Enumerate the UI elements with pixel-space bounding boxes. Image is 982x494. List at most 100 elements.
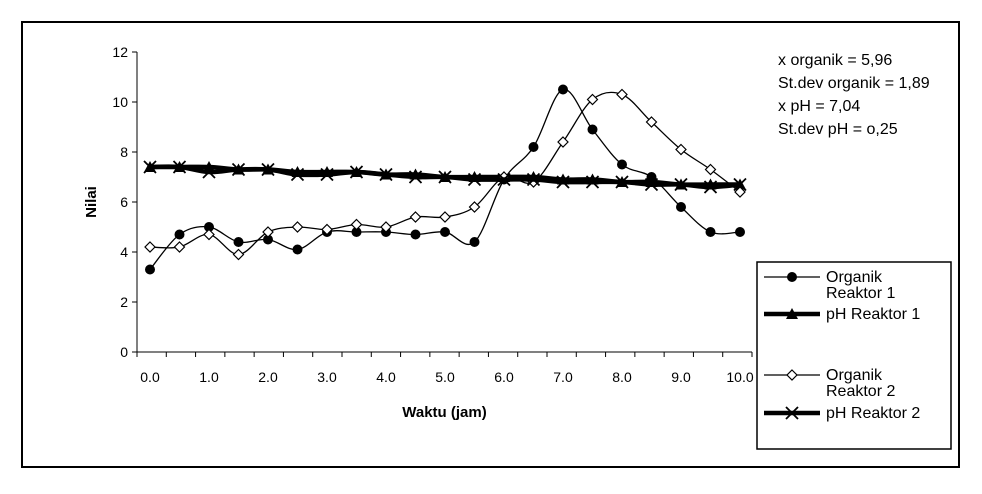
stat-annotation: x organik = 5,96 [778,52,892,69]
x-tick-label: 7.0 [553,369,573,385]
stat-annotation: St.dev organik = 1,89 [778,75,930,92]
data-point [469,237,480,247]
data-point [468,201,481,213]
x-tick-label: 2.0 [258,369,278,385]
data-point [231,162,246,177]
legend-label: Organik [826,367,883,384]
data-point [674,177,688,192]
x-tick-label: 9.0 [671,369,691,385]
y-tick-label: 10 [112,94,128,110]
data-point [202,165,216,179]
data-point [379,167,393,182]
y-tick-label: 6 [120,194,128,210]
data-point [204,222,214,232]
y-tick-label: 4 [120,244,128,260]
y-tick-label: 0 [120,344,128,360]
legend-item: pH Reaktor 1 [764,306,920,323]
legend-label: Reaktor 1 [826,285,895,302]
data-point [733,177,747,192]
x-tick-label: 8.0 [612,369,632,385]
data-point [172,160,187,174]
data-point [467,172,482,187]
data-point [438,170,452,184]
data-point [586,93,599,106]
data-point [705,227,716,237]
data-point [350,218,363,231]
data-point [735,227,745,237]
x-tick-label: 6.0 [494,369,514,385]
data-point [292,244,303,255]
data-point [321,223,333,236]
x-tick-label: 3.0 [317,369,337,385]
data-point [351,227,362,237]
data-point [675,143,687,156]
data-point [203,228,215,241]
data-point [145,264,155,275]
data-point [262,226,274,238]
legend-item: pH Reaktor 2 [764,405,920,422]
series-3 [143,160,747,194]
series-2 [144,88,746,261]
data-point [558,84,568,95]
y-tick-label: 8 [120,144,128,160]
x-tick-label: 0.0 [140,369,160,385]
x-tick-label: 5.0 [435,369,455,385]
data-point [232,248,245,261]
x-tick-label: 10.0 [726,369,753,385]
data-point [676,202,686,212]
data-point [408,170,423,184]
x-tick-label: 4.0 [376,369,396,385]
data-point [556,175,570,189]
y-tick-label: 2 [120,294,128,310]
x-tick-label: 1.0 [199,369,219,385]
data-point [144,241,156,253]
legend-box [756,261,952,450]
data-point [439,211,451,223]
legend-label: Reaktor 2 [826,383,895,400]
data-point [409,211,422,223]
stat-annotation: St.dev pH = o,25 [778,121,898,138]
data-point [616,88,628,101]
data-point [645,116,658,128]
data-point [585,175,600,189]
legend-marker [785,406,799,420]
data-point [263,234,273,245]
data-point [173,241,186,253]
legend-marker [786,369,798,381]
y-tick-label: 12 [112,44,128,60]
stat-annotation: x pH = 7,04 [778,98,860,115]
data-point [380,221,392,233]
legend-label: pH Reaktor 2 [826,405,920,422]
data-point [644,177,659,192]
data-point [261,162,275,177]
data-point [291,221,304,233]
data-point [410,229,421,240]
data-point [734,186,746,198]
data-point [557,136,569,148]
data-point [440,227,450,237]
y-axis-title: Nilai [83,186,100,218]
data-point [704,163,717,176]
data-point [174,229,185,240]
data-point [290,167,305,182]
legend-label: Organik [826,269,883,286]
data-point [143,160,157,174]
data-point [703,180,718,194]
data-point [320,167,334,182]
data-point [587,124,598,135]
data-point [615,175,629,189]
data-point [349,165,364,179]
legend-marker [787,272,797,282]
data-point [526,172,541,187]
legend-marker [786,308,798,319]
data-point [497,172,511,187]
x-axis-title: Waktu (jam) [402,404,486,421]
data-point [528,142,539,152]
legend-label: pH Reaktor 1 [826,306,920,323]
data-point [233,237,244,247]
data-point [617,159,627,170]
